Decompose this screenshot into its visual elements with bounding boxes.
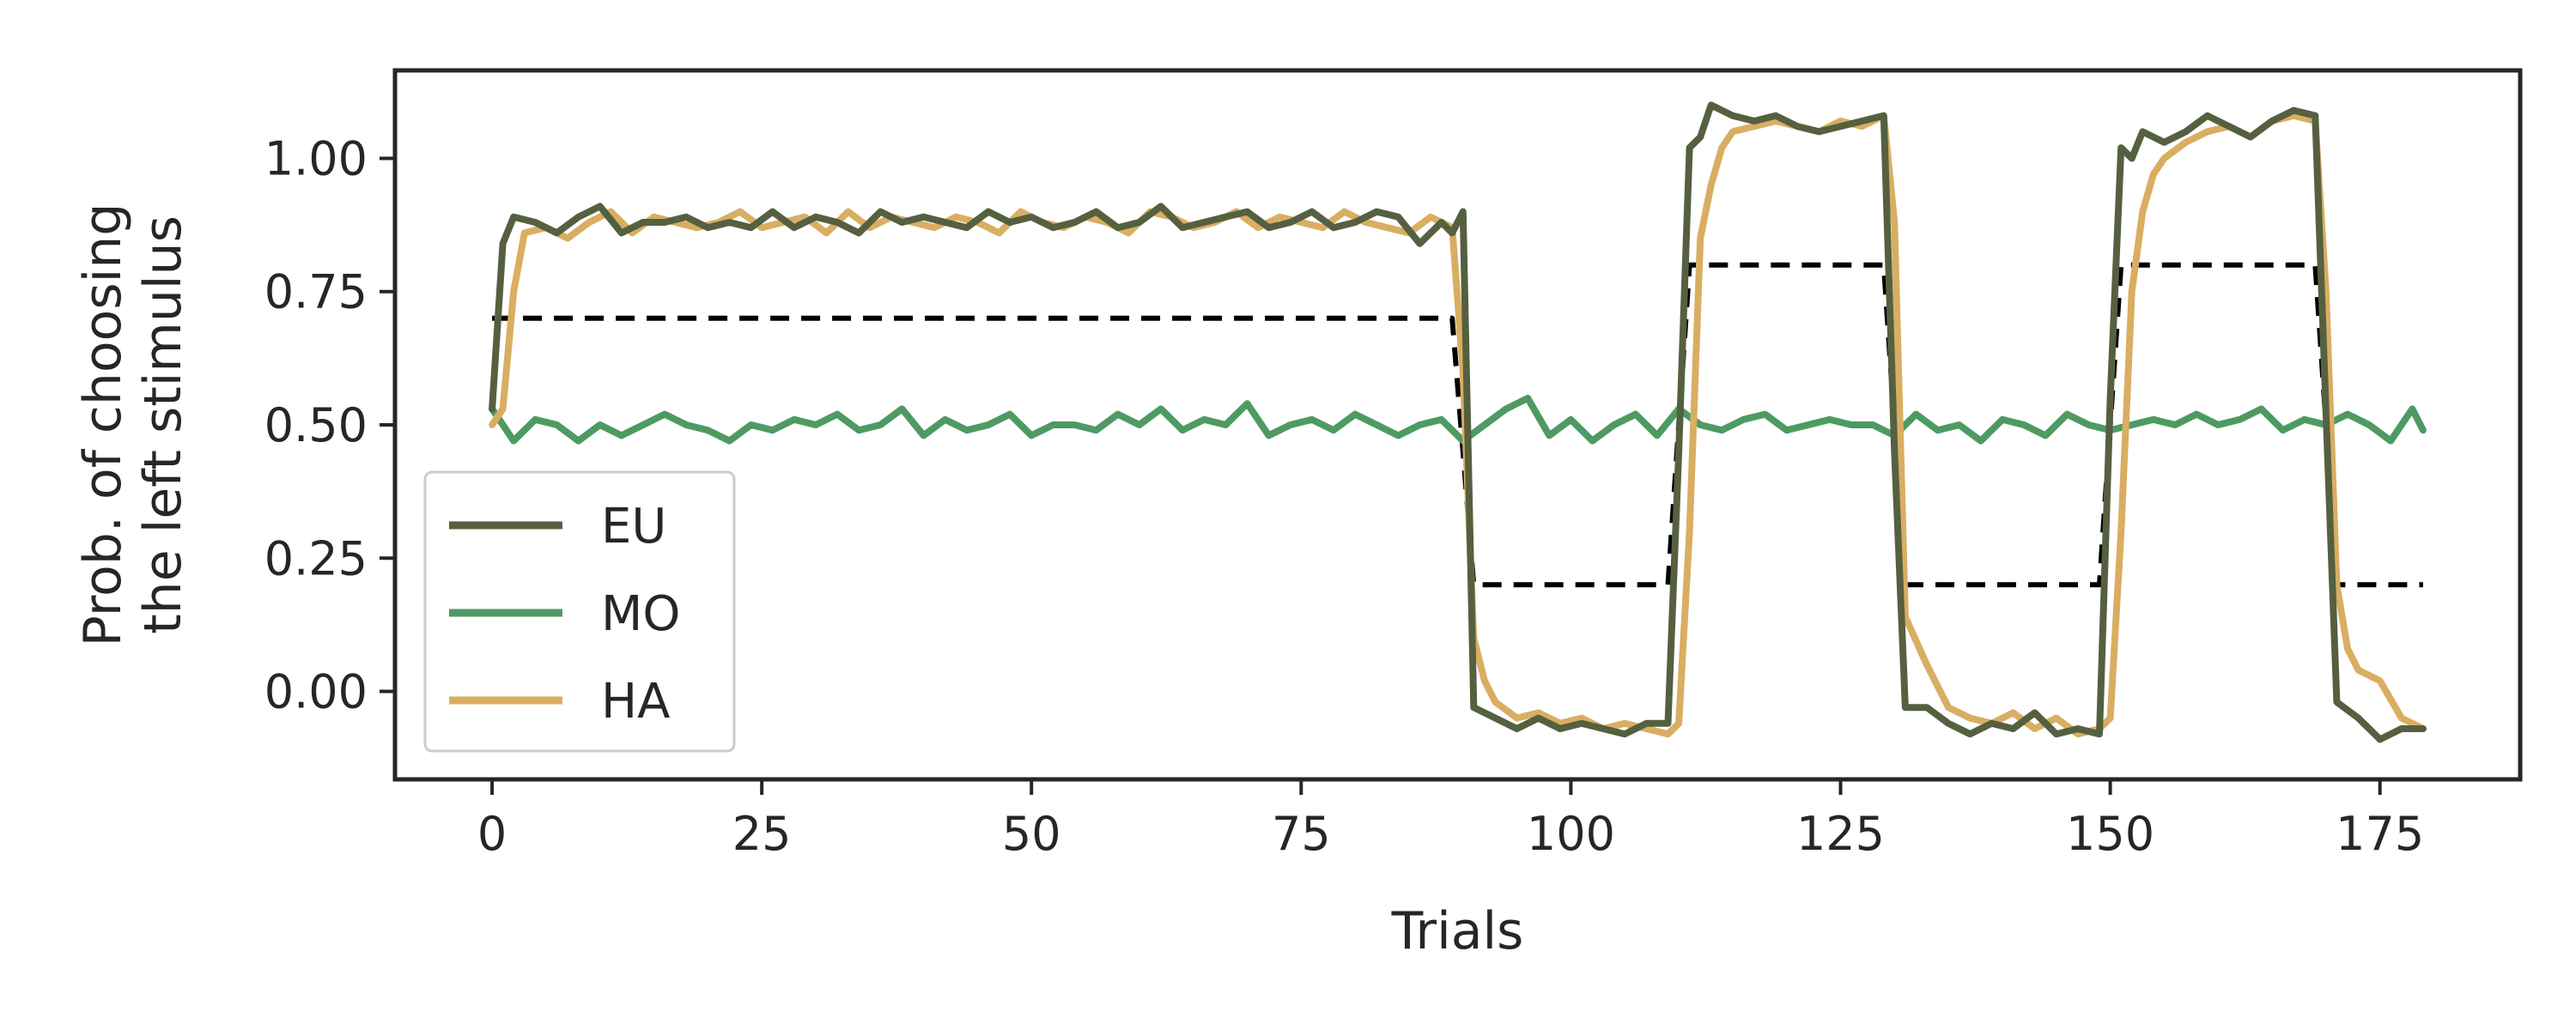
x-tick-label: 175: [2336, 807, 2424, 861]
x-tick-label: 75: [1272, 807, 1331, 861]
x-axis-label: Trials: [1391, 901, 1524, 961]
y-tick-label: 0.00: [264, 665, 368, 719]
x-tick-label: 100: [1527, 807, 1615, 861]
legend-box: [423, 470, 736, 753]
y-tick-label: 0.75: [264, 265, 368, 319]
legend: EU MO HA: [423, 470, 736, 753]
y-tick-label: 0.25: [264, 531, 368, 585]
y-axis-label: Prob. of choosing the left stimulus: [73, 203, 193, 647]
plot-lines: [489, 101, 2427, 743]
y-tick-label: 1.00: [264, 131, 368, 185]
x-tick-label: 150: [2066, 807, 2154, 861]
x-axis-ticks: 0 25 50 75 100 125 150 175: [477, 779, 2424, 861]
x-tick-label: 50: [1002, 807, 1061, 861]
legend-label-mo: MO: [601, 586, 680, 642]
y-tick-label: 0.50: [264, 398, 368, 452]
y-axis-label-line-1: Prob. of choosing: [73, 203, 133, 647]
mo-series-line: [489, 394, 2427, 445]
x-tick-label: 25: [732, 807, 792, 861]
x-tick-label: 0: [477, 807, 507, 861]
x-tick-label: 125: [1796, 807, 1885, 861]
eu-series-line: [489, 101, 2427, 743]
y-axis-label-line-2: the left stimulus: [133, 215, 193, 634]
y-axis-ticks: 0.00 0.25 0.50 0.75 1.00: [264, 131, 395, 719]
legend-label-ha: HA: [601, 674, 670, 730]
legend-label-eu: EU: [601, 499, 666, 554]
ha-series-line: [489, 112, 2427, 738]
